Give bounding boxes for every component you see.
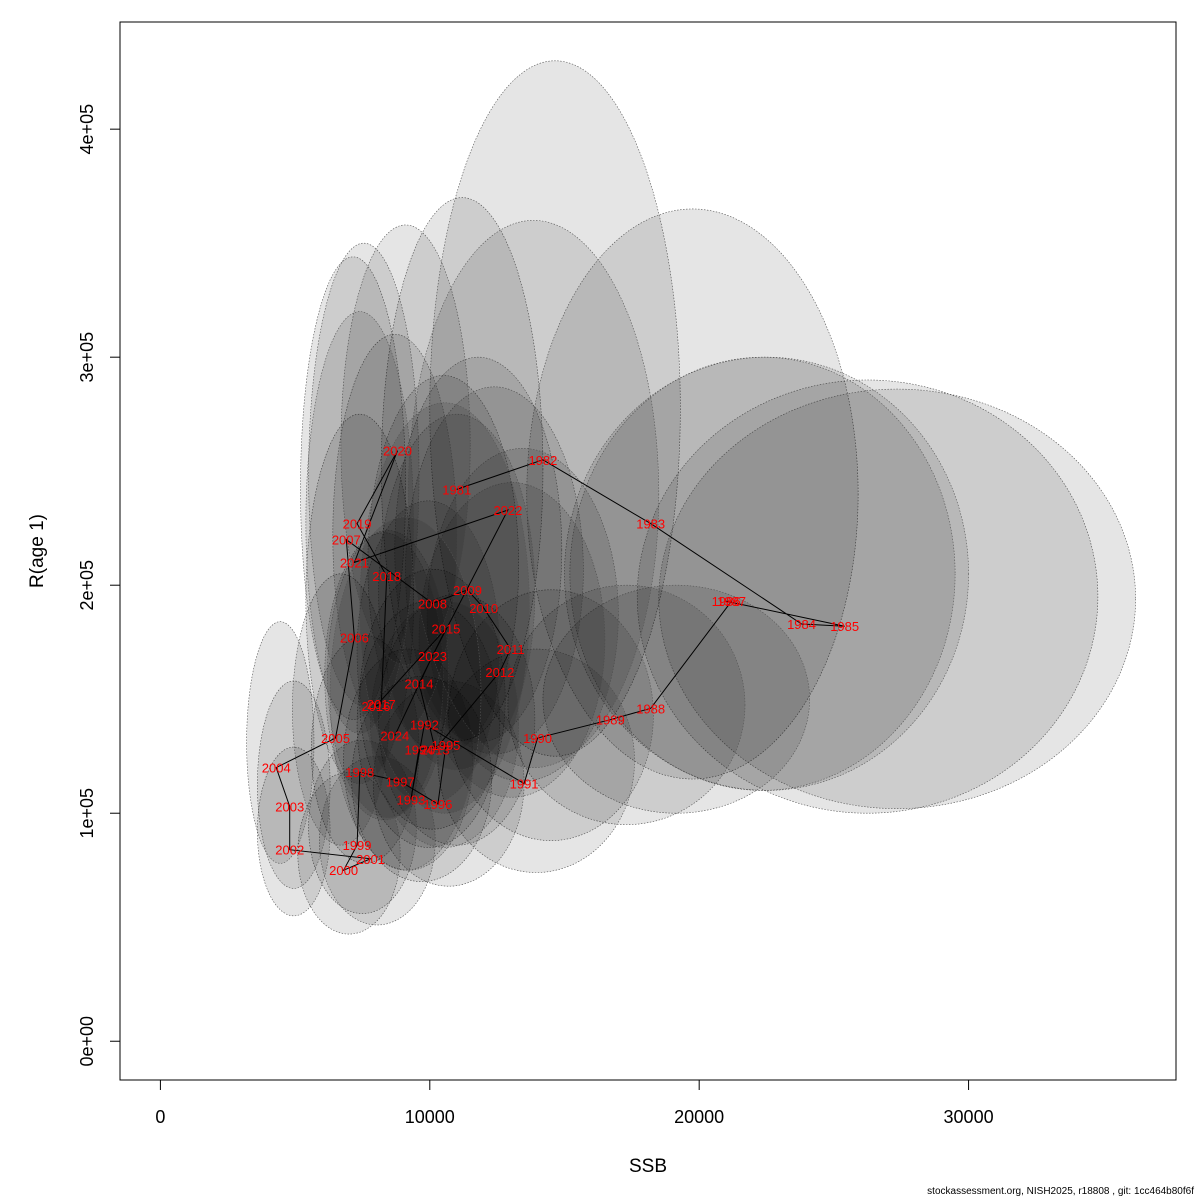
ellipse-2012 <box>418 482 606 798</box>
year-label-1999: 1999 <box>343 838 372 853</box>
year-label-2018: 2018 <box>372 569 401 584</box>
ellipse-1999 <box>308 739 417 914</box>
year-label-1986: 1986 <box>712 594 741 609</box>
ellipse-1995 <box>378 594 536 846</box>
ellipse-1992 <box>359 568 506 830</box>
year-label-2021: 2021 <box>340 555 369 570</box>
year-label-1997: 1997 <box>386 774 415 789</box>
year-label-1988: 1988 <box>636 701 665 716</box>
year-label-1990: 1990 <box>523 731 552 746</box>
ellipse-2017 <box>327 530 449 819</box>
y-tick-label: 4e+05 <box>77 104 97 155</box>
ellipse-2000 <box>297 771 401 935</box>
ellipse-1997 <box>343 648 474 871</box>
x-tick-label: 10000 <box>405 1107 455 1127</box>
x-axis: 0 10000 20000 30000 <box>155 1079 994 1127</box>
year-label-2020: 2020 <box>383 444 412 459</box>
y-axis-title: R(age 1) <box>27 514 48 588</box>
confidence-ellipses <box>246 60 1136 935</box>
year-label-1991: 1991 <box>510 777 539 792</box>
year-label-2002: 2002 <box>275 843 304 858</box>
year-label-2004: 2004 <box>262 761 291 776</box>
ellipse-2019 <box>308 242 420 707</box>
year-label-1995: 1995 <box>431 738 460 753</box>
trajectory-line <box>275 450 845 872</box>
y-tick-label: 3e+05 <box>77 332 97 383</box>
ellipse-2007 <box>300 256 406 721</box>
year-label-2012: 2012 <box>485 665 514 680</box>
year-label-2023: 2023 <box>418 649 447 664</box>
year-label-2017: 2017 <box>367 697 396 712</box>
year-label-2008: 2008 <box>418 596 447 611</box>
y-tick-label: 2e+05 <box>77 560 97 611</box>
year-label-1994: 1994 <box>405 742 434 757</box>
ellipse-2021 <box>305 311 414 734</box>
year-label-2010: 2010 <box>469 601 498 616</box>
ellipse-2002 <box>257 746 331 917</box>
year-label-2013: 2013 <box>421 742 450 757</box>
ellipse-1991 <box>437 648 635 873</box>
year-label-2016: 2016 <box>361 699 390 714</box>
ellipse-2008 <box>367 375 519 755</box>
ellipse-2015 <box>378 413 536 771</box>
year-label-1981: 1981 <box>442 482 471 497</box>
ellipse-1994 <box>356 600 501 848</box>
ellipse-2022 <box>407 220 660 768</box>
year-label-1993: 1993 <box>396 793 425 808</box>
year-label-2001: 2001 <box>356 852 385 867</box>
year-label-2022: 2022 <box>493 503 522 518</box>
year-label-2000: 2000 <box>329 863 358 878</box>
year-label-2007: 2007 <box>332 533 361 548</box>
ellipse-2014 <box>356 500 501 805</box>
year-label-1983: 1983 <box>636 517 665 532</box>
ellipse-1984 <box>636 379 1099 814</box>
year-label-2015: 2015 <box>431 622 460 637</box>
year-label-2011: 2011 <box>497 642 525 657</box>
ellipse-2004 <box>246 621 315 864</box>
year-label-1996: 1996 <box>423 797 452 812</box>
year-label-1989: 1989 <box>596 713 625 728</box>
ellipse-1986 <box>564 356 969 791</box>
ellipse-1988 <box>542 584 810 814</box>
x-tick-label: 20000 <box>674 1107 724 1127</box>
year-label-2003: 2003 <box>275 799 304 814</box>
ellipse-2023 <box>359 402 530 814</box>
ellipse-1982 <box>429 60 681 757</box>
x-tick-label: 0 <box>155 1107 165 1127</box>
year-label-1984: 1984 <box>787 617 816 632</box>
ellipse-2024 <box>329 516 482 871</box>
x-tick-label: 30000 <box>944 1107 994 1127</box>
year-label-2009: 2009 <box>453 583 482 598</box>
ellipse-1993 <box>351 676 493 882</box>
ellipse-2001 <box>319 755 436 926</box>
ellipse-1985 <box>658 388 1136 809</box>
ellipse-2016 <box>324 532 444 821</box>
year-label-1992: 1992 <box>410 717 439 732</box>
y-tick-label: 0e+00 <box>77 1016 97 1067</box>
y-tick-label: 1e+05 <box>77 788 97 839</box>
ellipse-1983 <box>526 208 859 780</box>
ellipse-1987 <box>569 356 956 791</box>
year-label-2019: 2019 <box>343 517 372 532</box>
year-label-2024: 2024 <box>380 729 409 744</box>
ellipse-1989 <box>507 584 746 825</box>
year-label-1985: 1985 <box>830 619 859 634</box>
x-axis-title: SSB <box>629 1156 667 1177</box>
year-label-2005: 2005 <box>321 731 350 746</box>
year-label-1982: 1982 <box>528 453 557 468</box>
year-label-2006: 2006 <box>340 631 369 646</box>
ellipse-2018 <box>332 334 458 736</box>
year-label-1987: 1987 <box>717 594 746 609</box>
y-axis: 0e+00 1e+05 2e+05 3e+05 4e+05 <box>77 104 121 1067</box>
year-label-1998: 1998 <box>345 765 374 780</box>
ellipse-2020 <box>340 224 471 666</box>
ellipse-2011 <box>426 448 619 782</box>
year-label-2014: 2014 <box>405 676 434 691</box>
footer-credit: stockassessment.org, NISH2025, r18808 , … <box>927 1186 1194 1197</box>
